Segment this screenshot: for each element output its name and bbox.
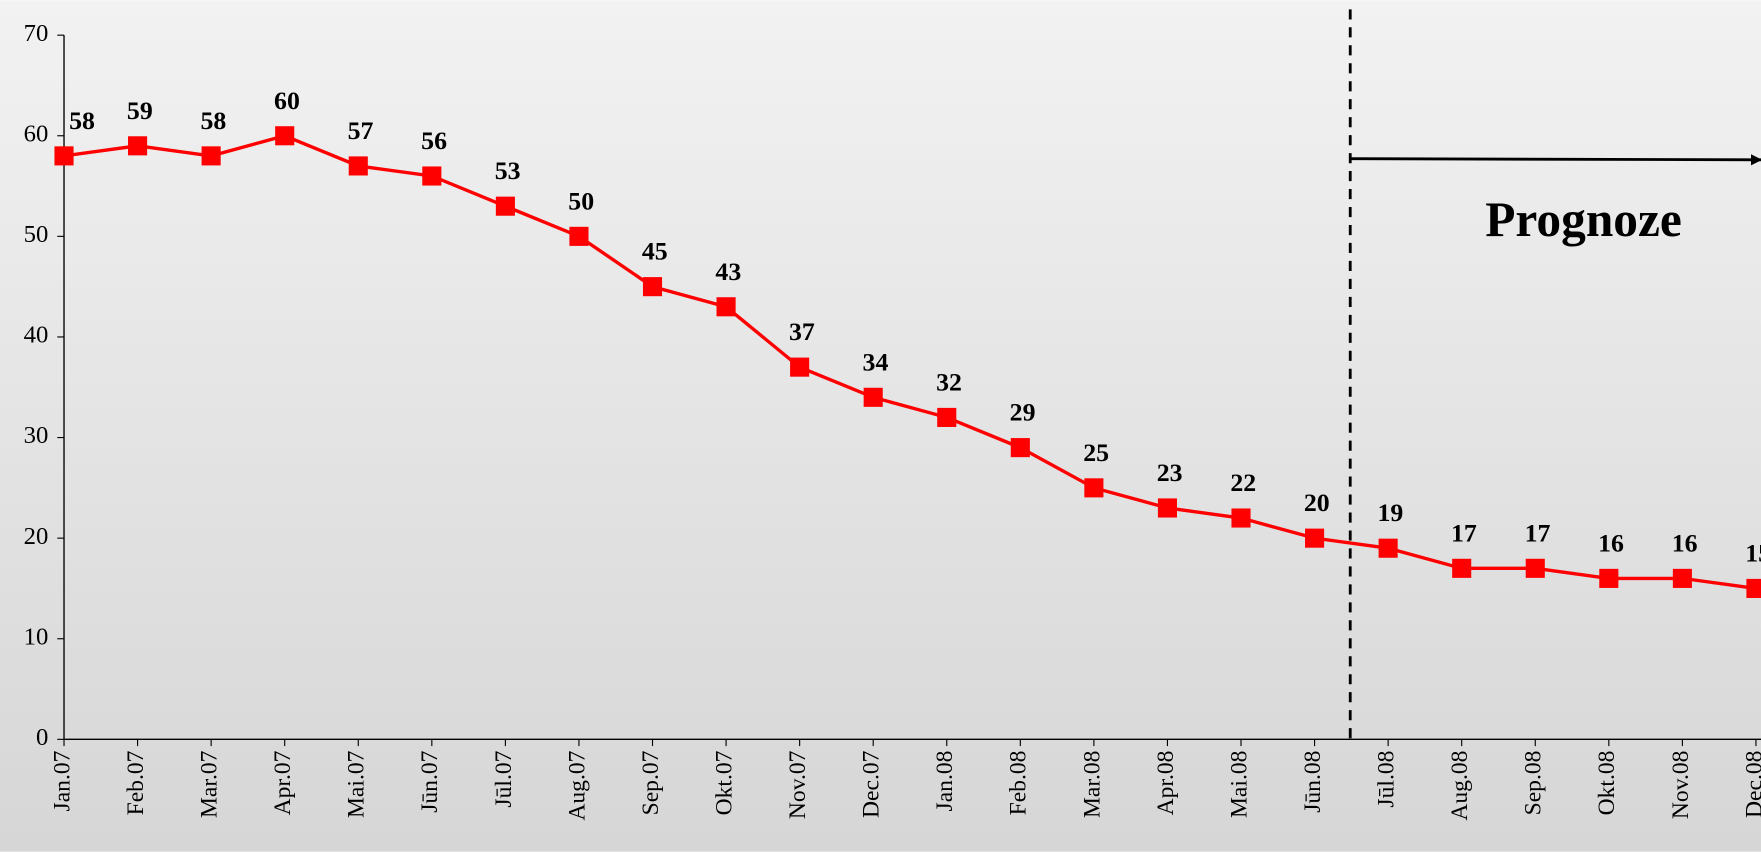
x-tick-label: Mar.08 bbox=[1079, 751, 1105, 818]
x-tick-label: Jūl.08 bbox=[1374, 751, 1400, 808]
y-tick-label: 70 bbox=[24, 20, 49, 47]
marker bbox=[863, 387, 883, 407]
data-label: 16 bbox=[1672, 528, 1698, 557]
data-label: 60 bbox=[274, 86, 300, 115]
marker bbox=[1452, 558, 1472, 578]
data-label: 17 bbox=[1525, 518, 1551, 547]
x-tick-label: Apr.08 bbox=[1153, 751, 1179, 816]
x-tick-label: Jūn.08 bbox=[1300, 751, 1326, 813]
y-tick-label: 10 bbox=[24, 623, 49, 650]
x-tick-label: Okt.08 bbox=[1594, 751, 1620, 816]
x-tick-label: Sep.08 bbox=[1521, 751, 1547, 816]
marker bbox=[937, 407, 957, 427]
y-tick-label: 30 bbox=[24, 422, 49, 449]
x-tick-label: Mai.08 bbox=[1226, 751, 1252, 818]
marker bbox=[1672, 568, 1692, 588]
forecast-arrow bbox=[1350, 154, 1761, 166]
data-label: 29 bbox=[1010, 398, 1036, 427]
data-label: 20 bbox=[1304, 488, 1330, 517]
y-tick-label: 20 bbox=[24, 523, 49, 550]
marker bbox=[495, 196, 515, 216]
y-tick-label: 60 bbox=[24, 120, 49, 147]
data-label: 25 bbox=[1083, 438, 1109, 467]
x-tick-label: Jan.08 bbox=[932, 751, 958, 812]
y-tick-label: 0 bbox=[36, 724, 48, 751]
marker bbox=[422, 166, 442, 186]
x-tick-label: Jūl.07 bbox=[491, 750, 517, 807]
marker bbox=[1305, 528, 1325, 548]
marker bbox=[642, 277, 663, 297]
x-tick-label: Dec.07 bbox=[859, 750, 885, 818]
data-label: 15 bbox=[1745, 538, 1761, 567]
data-label: 22 bbox=[1230, 468, 1256, 497]
marker bbox=[716, 297, 736, 317]
x-tick-label: Mar.07 bbox=[197, 750, 223, 818]
data-label: 45 bbox=[642, 237, 668, 266]
marker bbox=[1525, 558, 1545, 578]
marker bbox=[1157, 498, 1177, 518]
x-tick-label: Okt.07 bbox=[711, 750, 737, 815]
y-tick-label: 40 bbox=[24, 322, 49, 349]
marker bbox=[1599, 568, 1619, 588]
marker bbox=[201, 146, 221, 166]
x-tick-label: Nov.08 bbox=[1668, 751, 1694, 820]
annotation: Prognoze bbox=[1485, 192, 1682, 247]
data-label: 37 bbox=[789, 317, 815, 346]
series-line bbox=[63, 133, 1757, 591]
marker bbox=[790, 357, 810, 377]
marker bbox=[1084, 478, 1104, 498]
x-tick-label: Aug.07 bbox=[564, 750, 590, 820]
data-label: 50 bbox=[568, 186, 594, 215]
marker bbox=[569, 226, 589, 246]
data-label: 58 bbox=[69, 106, 95, 135]
marker bbox=[128, 136, 148, 156]
data-label: 19 bbox=[1377, 498, 1403, 527]
data-label: 23 bbox=[1157, 458, 1183, 487]
data-label: 57 bbox=[348, 116, 374, 145]
x-tick-label: Sep.07 bbox=[638, 750, 664, 815]
data-label: 17 bbox=[1451, 518, 1477, 547]
data-label: 58 bbox=[200, 106, 226, 135]
x-tick-label: Feb.07 bbox=[123, 750, 149, 815]
data-label: 56 bbox=[421, 126, 447, 155]
marker bbox=[275, 126, 295, 146]
data-label: 32 bbox=[936, 367, 962, 396]
x-tick-label: Aug.08 bbox=[1447, 751, 1473, 821]
marker bbox=[1378, 538, 1398, 558]
marker bbox=[1746, 578, 1761, 598]
x-tick-label: Mai.07 bbox=[344, 750, 370, 818]
marker bbox=[1231, 508, 1251, 528]
marker bbox=[1010, 438, 1030, 458]
data-label: 34 bbox=[863, 347, 889, 376]
data-label: 53 bbox=[495, 156, 521, 185]
marker bbox=[54, 146, 74, 166]
y-tick-label: 50 bbox=[24, 221, 49, 248]
x-tick-label: Dec.08 bbox=[1741, 751, 1761, 818]
x-tick-label: Apr.07 bbox=[270, 750, 296, 815]
data-label: 16 bbox=[1598, 528, 1624, 557]
marker bbox=[348, 156, 368, 176]
x-tick-label: Jūn.07 bbox=[417, 750, 443, 812]
x-tick-label: Jan.07 bbox=[49, 750, 75, 811]
x-tick-label: Nov.07 bbox=[785, 750, 811, 819]
x-tick-label: Feb.08 bbox=[1006, 751, 1032, 816]
data-label: 59 bbox=[127, 96, 153, 125]
data-label: 43 bbox=[715, 257, 741, 286]
